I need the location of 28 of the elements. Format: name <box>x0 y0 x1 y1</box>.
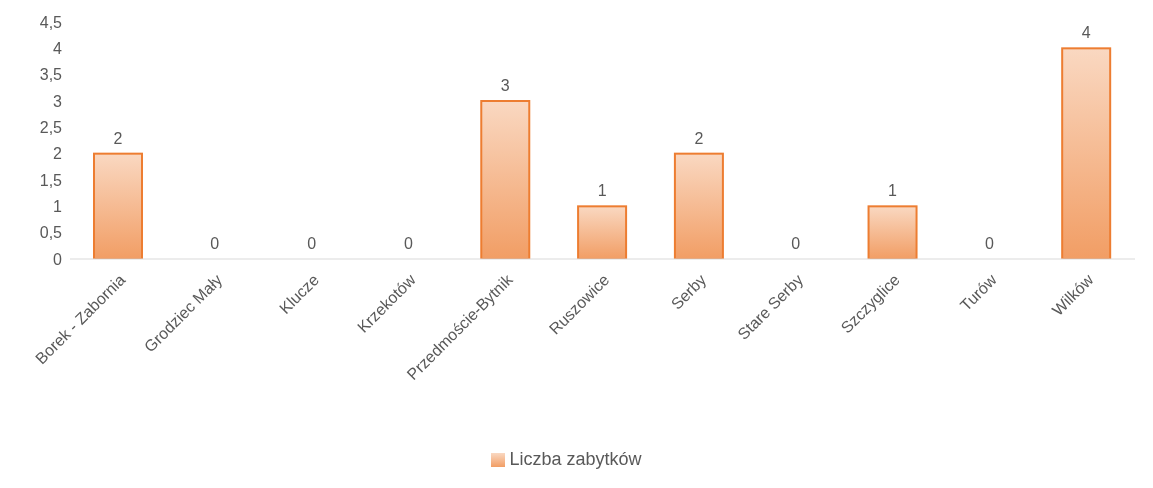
y-tick-label: 3,5 <box>39 66 63 84</box>
data-label: 2 <box>113 129 123 147</box>
bar <box>480 100 531 259</box>
data-label: 3 <box>500 77 510 94</box>
bar <box>577 205 628 259</box>
data-label: 0 <box>307 235 317 252</box>
y-tick-label: 3 <box>53 92 63 110</box>
legend-label: Liczba zabytków <box>509 449 642 469</box>
bar <box>867 205 918 259</box>
y-tick-label: 1,5 <box>39 171 63 189</box>
bar <box>673 152 724 259</box>
data-label: 0 <box>791 235 801 252</box>
data-label: 1 <box>888 182 898 200</box>
y-tick-label: 4 <box>53 40 63 58</box>
y-tick-label: 0 <box>53 250 63 268</box>
y-tick-label: 4,5 <box>39 13 63 31</box>
y-tick-label: 2 <box>53 145 63 163</box>
data-label: 2 <box>694 129 704 147</box>
data-label: 4 <box>1081 24 1091 42</box>
bar <box>93 152 143 259</box>
y-tick-label: 2,5 <box>39 119 63 137</box>
data-label: 0 <box>404 235 413 252</box>
data-label: 1 <box>597 182 607 200</box>
bar <box>1061 47 1112 259</box>
data-label: 0 <box>984 235 994 252</box>
y-tick-label: 0,5 <box>39 224 63 242</box>
y-tick-label: 1 <box>53 198 63 216</box>
data-label: 0 <box>210 235 220 252</box>
